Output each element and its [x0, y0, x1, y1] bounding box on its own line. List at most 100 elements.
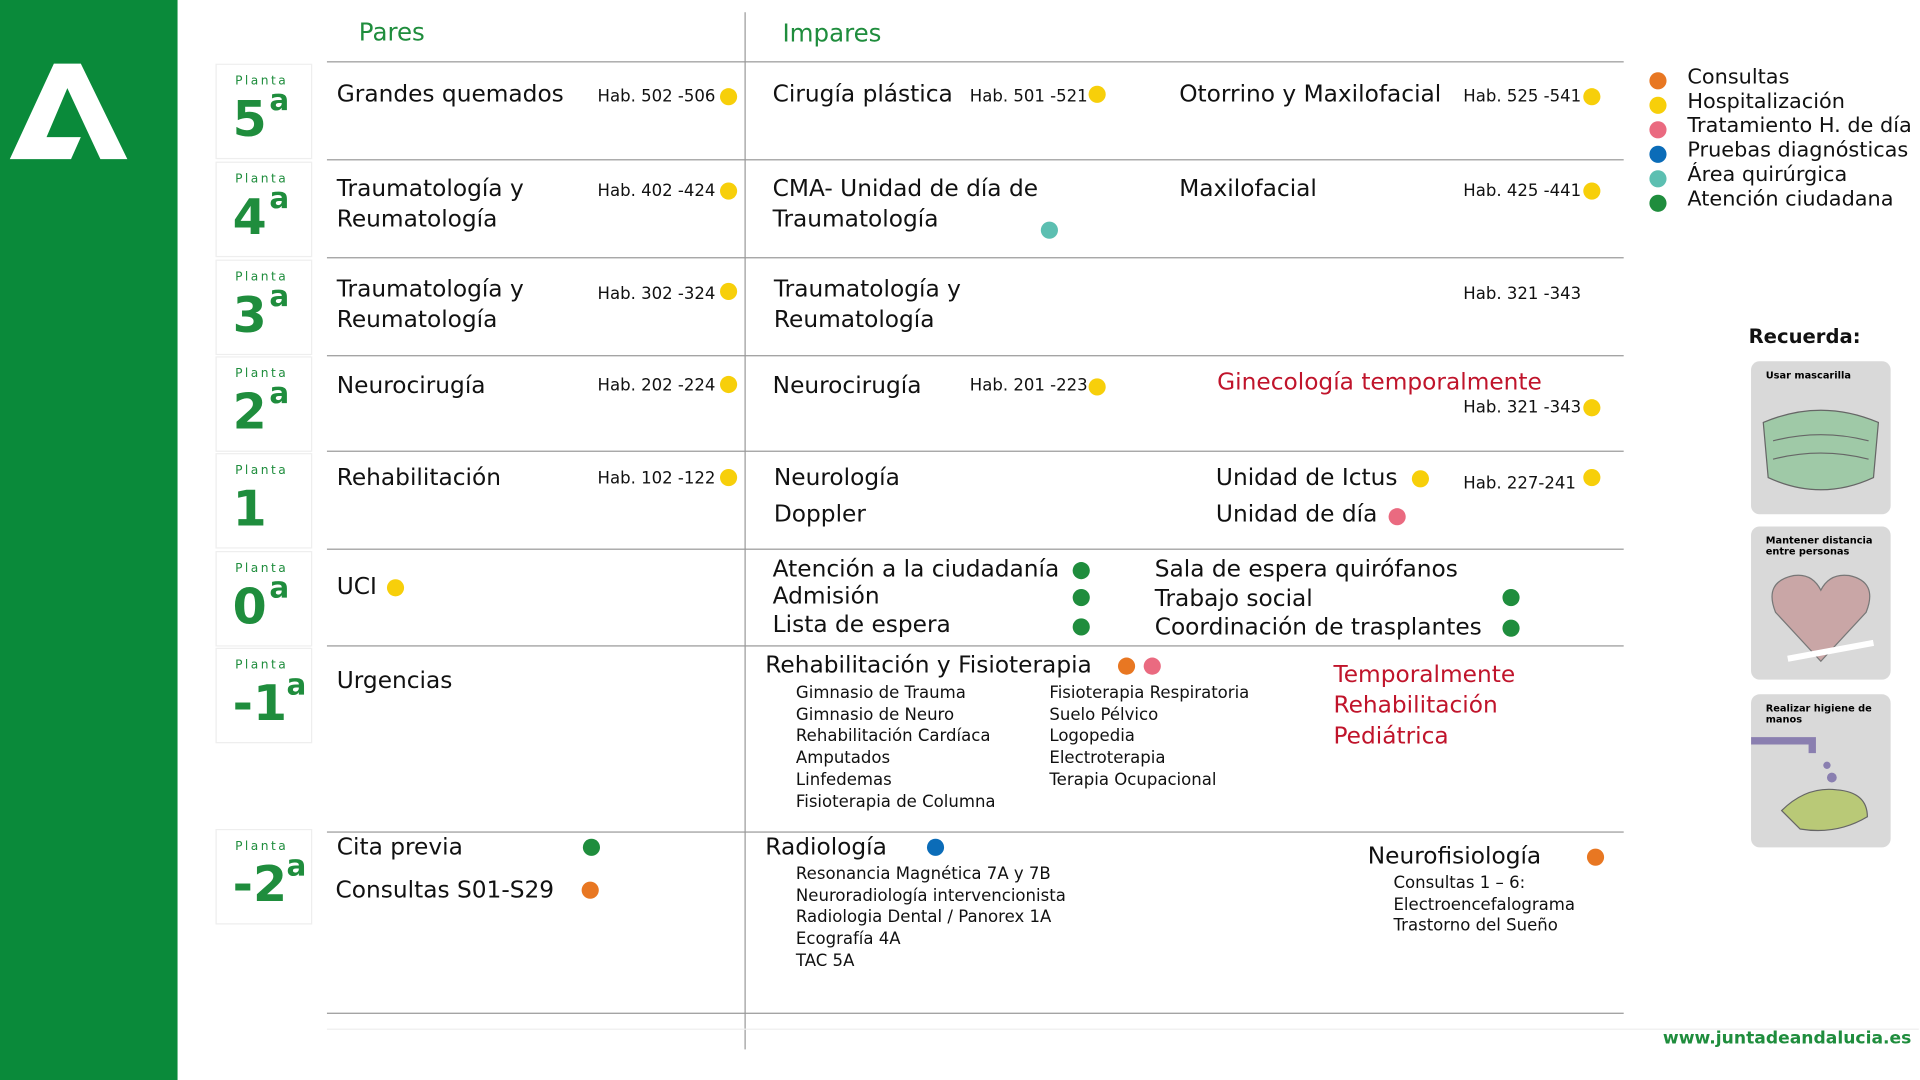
dot: [1583, 468, 1601, 487]
dot: [1088, 378, 1106, 396]
floor-number: 2: [232, 384, 267, 441]
floor-number: 1: [232, 481, 267, 538]
floor-caption: Planta: [235, 74, 289, 89]
legend-dot: [1649, 145, 1667, 163]
unit: Sala de espera quirófanos: [1154, 555, 1458, 583]
floor-caption: Planta: [235, 270, 289, 285]
room: Hab. 321 -343: [1463, 284, 1582, 304]
dot: [1388, 508, 1406, 526]
unit: Neurofisiología: [1367, 842, 1542, 870]
legend-label: Consultas: [1687, 64, 1790, 90]
floor-number: -1: [232, 675, 288, 733]
row-line: [326, 548, 1624, 550]
legend-dot: [1649, 72, 1667, 90]
unit: Neurología: [773, 464, 900, 492]
unit: Otorrino y Maxilofacial: [1179, 80, 1442, 108]
dot: [1502, 619, 1520, 637]
room: Hab. 502 -506: [597, 86, 716, 107]
floor-number: 3: [232, 287, 267, 345]
dot: [1583, 88, 1601, 106]
dot: [1072, 588, 1090, 607]
legend-label: Tratamiento H. de día: [1687, 113, 1912, 139]
reminder-text: Usar mascarilla: [1765, 369, 1851, 381]
notice: Temporalmente Rehabilitación Pediátrica: [1333, 661, 1516, 750]
unit: Neurocirugía: [772, 372, 922, 400]
legend-dot: [1649, 96, 1667, 114]
unit: Cita previa: [336, 833, 463, 861]
unit: Trabajo social: [1154, 585, 1313, 613]
unit: Traumatología y Reumatología: [773, 275, 961, 334]
legend-label: Atención ciudadana: [1687, 187, 1894, 212]
dot: [720, 182, 738, 200]
room: Hab. 525 -541: [1463, 86, 1582, 107]
dot: [582, 838, 601, 856]
sub-item: Rehabilitación Cardíaca: [795, 726, 991, 747]
room: Hab. 425 -441: [1463, 181, 1582, 201]
dot: [1072, 618, 1090, 636]
sub-item: Ecografía 4A: [795, 929, 901, 950]
floor-ordinal: a: [269, 570, 290, 605]
dot: [1072, 562, 1090, 580]
unit: Rehabilitación y Fisioterapia: [765, 651, 1092, 679]
row-line: [326, 1028, 1919, 1030]
unit: Grandes quemados: [336, 80, 564, 108]
floor-box: [215, 647, 313, 744]
floor-caption: Planta: [235, 172, 289, 187]
logo: [9, 63, 128, 160]
notice: Ginecología temporalmente: [1217, 368, 1542, 396]
floor-caption: Planta: [235, 562, 289, 576]
floor-caption: Planta: [235, 840, 289, 854]
floor-caption: Planta: [235, 658, 289, 673]
row-line: [326, 645, 1624, 647]
unit: UCI: [336, 573, 377, 601]
legend-dot: [1649, 194, 1667, 212]
column-header: Impares: [782, 18, 882, 48]
dot: [386, 579, 405, 597]
floor-box: [215, 356, 313, 452]
unit: Neurocirugía: [336, 372, 486, 400]
unit: Traumatología y Reumatología: [336, 275, 524, 334]
dot: [1117, 657, 1136, 675]
room: Hab. 102 -122: [597, 468, 716, 489]
unit: Unidad de Ictus: [1215, 464, 1398, 492]
sub-item: Fisioterapia Respiratoria: [1049, 683, 1250, 703]
icon: [1771, 574, 1875, 663]
room: Hab. 201 -223: [969, 375, 1088, 396]
dot: [720, 375, 738, 394]
floor-caption: Planta: [235, 367, 289, 381]
unit: Consultas S01-S29: [335, 876, 555, 904]
unit: Radiología: [765, 833, 887, 861]
unit: Traumatología y Reumatología: [336, 175, 524, 233]
unit: CMA- Unidad de día de Traumatología: [772, 175, 1039, 233]
sub-item: Gimnasio de Trauma: [795, 683, 966, 703]
reminder-title: Recuerda:: [1748, 324, 1861, 348]
unit: Cirugía plástica: [772, 80, 953, 108]
icon: [1762, 409, 1880, 491]
floor-ordinal: a: [269, 83, 290, 118]
legend-label: Pruebas diagnósticas: [1687, 138, 1909, 163]
legend-dot: [1649, 121, 1667, 139]
dot: [720, 88, 738, 106]
dot: [1088, 85, 1106, 103]
sub-item: Suelo Pélvico: [1049, 704, 1159, 725]
dot: [1586, 848, 1605, 866]
unit: Lista de espera: [772, 611, 951, 638]
reminder-text: Realizar higiene de manos: [1765, 702, 1872, 725]
unit: Atención a la ciudadanía: [772, 555, 1060, 583]
room: Hab. 402 -424: [597, 181, 716, 201]
row-line: [326, 1012, 1624, 1014]
divider: [744, 12, 746, 1050]
row-line: [326, 355, 1624, 357]
sub-item: Logopedia: [1049, 726, 1135, 747]
unit: Coordinación de trasplantes: [1154, 613, 1482, 641]
row-line: [326, 159, 1624, 161]
floor-box: [215, 161, 313, 258]
sub-item: Neuroradiología intervencionista: [795, 886, 1066, 906]
dot: [1411, 470, 1429, 488]
sub-item: TAC 5A: [795, 951, 855, 971]
floor-number: 4: [232, 189, 267, 247]
floor-ordinal: a: [269, 181, 290, 216]
unit: Maxilofacial: [1179, 175, 1317, 203]
